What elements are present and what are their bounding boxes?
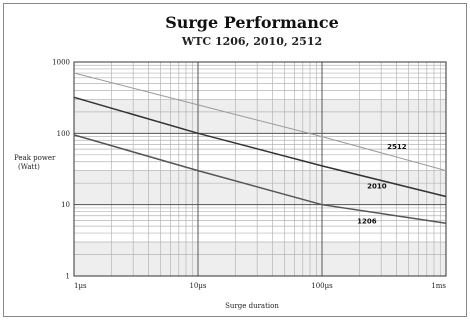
y-tick-label: 100 — [57, 130, 70, 138]
series-label-2512: 2512 — [387, 143, 407, 151]
plot-frame — [73, 61, 447, 277]
series-labels: 2512 2010 1206 — [357, 143, 407, 226]
series-group — [73, 72, 447, 224]
x-tick-label: 1ms — [431, 282, 446, 290]
chart-subtitle: WTC 1206, 2010, 2512 — [181, 35, 322, 48]
x-tick-label: 100µs — [311, 282, 333, 290]
series-label-2010: 2010 — [367, 182, 387, 190]
plot-band — [74, 99, 446, 134]
y-tick-label: 10 — [61, 201, 70, 209]
y-tick-label: 1 — [66, 273, 70, 281]
y-axis-label-line1: Peak power — [14, 154, 56, 162]
y-tick-label: 1000 — [52, 59, 70, 67]
plot-band — [74, 241, 446, 276]
x-axis-label: Surge duration — [225, 302, 279, 310]
series-label-1206: 1206 — [357, 218, 377, 226]
y-tick-labels: 1000 100 10 1 — [52, 59, 70, 281]
y-axis-label-line2: (Watt) — [18, 163, 40, 171]
grid-lines — [73, 61, 447, 277]
series-line-2010 — [73, 96, 447, 198]
chart-figure: Surge Performance WTC 1206, 2010, 2512 2… — [3, 3, 467, 317]
series-line-1206 — [73, 134, 447, 224]
chart-svg: Surge Performance WTC 1206, 2010, 2512 2… — [14, 13, 447, 310]
x-tick-labels: 1µs 10µs 100µs 1ms — [74, 282, 446, 290]
x-tick-label: 10µs — [189, 282, 206, 290]
chart-title: Surge Performance — [165, 13, 339, 32]
series-line-2512 — [73, 72, 447, 172]
x-tick-label: 1µs — [74, 282, 87, 290]
